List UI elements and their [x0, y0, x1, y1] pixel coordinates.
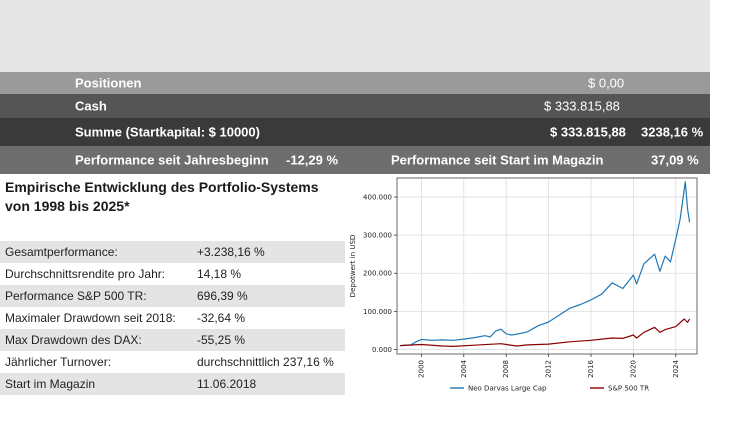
x-tick-label: 2016: [587, 359, 595, 377]
stat-label: Start im Magazin: [5, 377, 96, 391]
stats-table: Gesamtperformance: +3.238,16 % Durchschn…: [0, 241, 345, 395]
stat-label: Gesamtperformance:: [5, 245, 118, 259]
stat-label: Durchschnittsrendite pro Jahr:: [5, 267, 166, 281]
stat-row: Durchschnittsrendite pro Jahr: 14,18 %: [0, 263, 345, 285]
cash-row: Cash $ 333.815,88: [0, 94, 710, 118]
positions-label: Positionen: [75, 75, 142, 91]
plot-frame: [396, 177, 698, 355]
total-row: Summe (Startkapital: $ 10000) $ 333.815,…: [0, 118, 710, 146]
stat-label: Max Drawdown des DAX:: [5, 333, 142, 347]
stat-label: Maximaler Drawdown seit 2018:: [5, 311, 176, 325]
empirical-panel: Empirische Entwicklung des Portfolio-Sys…: [0, 174, 345, 399]
portfolio-chart: 2000 2004 2008 2012 2016 2020 2024 0.000 100.000…: [345, 174, 710, 399]
stat-value: +3.238,16 %: [197, 245, 265, 259]
stat-value: 14,18 %: [197, 267, 242, 281]
stat-row: Gesamtperformance: +3.238,16 %: [0, 241, 345, 263]
y-tick-label: 100.000: [363, 308, 392, 316]
stat-value: 696,39 %: [197, 289, 248, 303]
series-line-neo-darvas: [400, 181, 691, 347]
stat-row: Start im Magazin 11.06.2018: [0, 373, 345, 395]
portfolio-chart-svg: 2000 2004 2008 2012 2016 2020 2024 0.000 100.000…: [349, 177, 698, 393]
series-line-sp500: [400, 318, 691, 347]
ytd-performance-label: Performance seit Jahresbeginn: [75, 152, 269, 168]
total-label: Summe (Startkapital: $ 10000): [75, 124, 260, 140]
x-tick-label: 2020: [629, 360, 637, 378]
right-margin: [710, 0, 750, 421]
total-value: $ 333.815,88: [550, 124, 626, 140]
stat-row: Jährlicher Turnover: durchschnittlich 23…: [0, 351, 345, 373]
ytd-performance-value: -12,29 %: [286, 152, 339, 168]
cash-label: Cash: [75, 98, 107, 114]
y-tick-label: 200.000: [363, 270, 392, 278]
stat-row: Performance S&P 500 TR: 696,39 %: [0, 285, 345, 307]
since-start-performance-label: Performance seit Start im Magazin: [391, 152, 604, 168]
cash-value: $ 333.815,88: [544, 98, 620, 114]
stat-value: -32,64 %: [197, 311, 246, 325]
legend-label: Neo Darvas Large Cap: [468, 385, 547, 393]
y-axis-label: Depotwert in USD: [349, 235, 357, 298]
stat-value: durchschnittlich 237,16 %: [197, 355, 334, 369]
stat-label: Performance S&P 500 TR:: [5, 289, 147, 303]
y-tick-label: 400.000: [363, 194, 392, 202]
positions-value: $ 0,00: [588, 75, 625, 91]
positions-row: Positionen $ 0,00: [0, 72, 710, 94]
legend-label: S&P 500 TR: [608, 385, 649, 393]
stat-label: Jährlicher Turnover:: [5, 355, 112, 369]
empirical-heading: Empirische Entwicklung des Portfolio-Sys…: [5, 179, 319, 214]
x-tick-label: 2012: [545, 360, 553, 378]
stat-row: Maximaler Drawdown seit 2018: -32,64 %: [0, 307, 345, 329]
stat-value: 11.06.2018: [197, 377, 257, 391]
y-tick-label: 0.000: [372, 346, 392, 354]
x-tick-label: 2000: [417, 360, 425, 378]
stat-row: Max Drawdown des DAX: -55,25 %: [0, 329, 345, 351]
x-tick-label: 2008: [502, 360, 510, 378]
x-tick-label: 2004: [460, 359, 468, 377]
since-start-performance-value: 37,09 %: [651, 152, 699, 168]
header-blank-area: [0, 0, 710, 72]
stat-value: -55,25 %: [197, 333, 246, 347]
x-tick-label: 2024: [672, 359, 680, 377]
performance-row: Performance seit Jahresbeginn -12,29 % P…: [0, 146, 710, 174]
plot-area: [397, 178, 697, 354]
total-percent: 3238,16 %: [641, 124, 704, 140]
y-tick-label: 300.000: [363, 232, 392, 240]
